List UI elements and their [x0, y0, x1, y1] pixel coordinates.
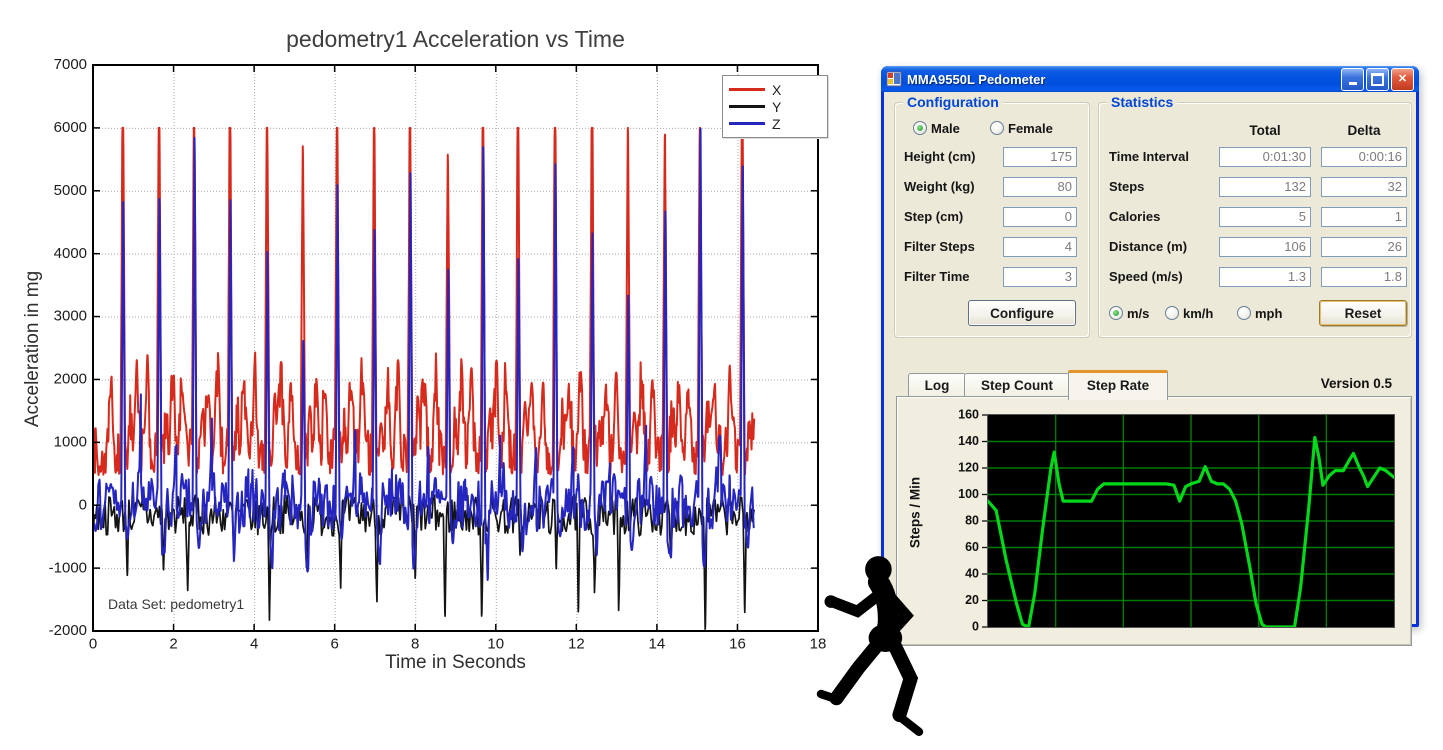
time-interval-label: Time Interval — [1109, 149, 1189, 164]
radio-kmh-circle — [1165, 306, 1179, 320]
weight-label: Weight (kg) — [904, 179, 975, 194]
app-icon — [886, 71, 902, 87]
maximize-icon[interactable] — [1366, 67, 1389, 91]
tab-step-rate[interactable]: Step Rate — [1068, 370, 1168, 400]
version-text: Version 0.5 — [1320, 376, 1392, 391]
distance-label: Distance (m) — [1109, 239, 1188, 254]
acceleration-figure: pedometry1 Acceleration vs Time Time in … — [0, 0, 845, 750]
legend-line-z — [729, 122, 765, 125]
radio-mph[interactable]: mph — [1237, 305, 1282, 321]
steps-label: Steps — [1109, 179, 1145, 194]
radio-ms[interactable]: m/s — [1109, 305, 1149, 321]
legend-entry-z: Z — [729, 115, 819, 132]
radio-male[interactable]: Male — [913, 120, 960, 136]
radio-male-circle — [913, 121, 927, 135]
statistics-group: Statistics Total Delta Time Interval 0:0… — [1098, 94, 1412, 338]
dataset-annotation: Data Set: pedometry1 — [108, 596, 245, 612]
filter-time-field[interactable]: 3 — [1003, 267, 1077, 287]
radio-ms-circle — [1109, 306, 1123, 320]
window-client-area: Configuration Male Female Height (cm) 17… — [884, 92, 1416, 646]
legend-line-x — [729, 88, 765, 91]
speed-total: 1.3 — [1219, 267, 1311, 287]
figure-title: pedometry1 Acceleration vs Time — [286, 26, 625, 52]
radio-female[interactable]: Female — [990, 120, 1053, 136]
filter-steps-label: Filter Steps — [904, 239, 975, 254]
calories-label: Calories — [1109, 209, 1161, 224]
radio-mph-circle — [1237, 306, 1251, 320]
distance-total: 106 — [1219, 237, 1311, 257]
height-field[interactable]: 175 — [1003, 147, 1077, 167]
calories-total: 5 — [1219, 207, 1311, 227]
window-title: MMA9550L Pedometer — [907, 71, 1046, 87]
radio-kmh[interactable]: km/h — [1165, 305, 1213, 321]
delta-column-header: Delta — [1347, 123, 1381, 138]
titlebar[interactable]: MMA9550L Pedometer ✕ — [881, 66, 1419, 92]
tab-strip: Log Step Count Step Rate Version 0.5 — [896, 370, 1410, 400]
step-rate-chart-canvas — [900, 400, 1406, 640]
minimize-icon[interactable] — [1341, 67, 1364, 91]
height-label: Height (cm) — [904, 149, 976, 164]
weight-field[interactable]: 80 — [1003, 177, 1077, 197]
reset-button[interactable]: Reset — [1319, 300, 1407, 326]
legend-line-y — [729, 105, 765, 108]
steps-delta: 32 — [1321, 177, 1407, 197]
distance-delta: 26 — [1321, 237, 1407, 257]
y-axis-label: Acceleration in mg — [22, 270, 43, 428]
x-axis-label: Time in Seconds — [385, 652, 526, 673]
step-field[interactable]: 0 — [1003, 207, 1077, 227]
steps-total: 132 — [1219, 177, 1311, 197]
filter-steps-field[interactable]: 4 — [1003, 237, 1077, 257]
configure-button[interactable]: Configure — [968, 300, 1076, 326]
tab-step-count[interactable]: Step Count — [964, 373, 1070, 398]
close-icon[interactable]: ✕ — [1391, 67, 1414, 91]
speed-label: Speed (m/s) — [1109, 269, 1183, 284]
time-interval-delta: 0:00:16 — [1321, 147, 1407, 167]
speed-delta: 1.8 — [1321, 267, 1407, 287]
acceleration-plot-canvas — [0, 0, 845, 750]
calories-delta: 1 — [1321, 207, 1407, 227]
total-column-header: Total — [1249, 123, 1281, 138]
step-label: Step (cm) — [904, 209, 964, 224]
plot-legend: X Y Z — [722, 75, 828, 138]
statistics-caption: Statistics — [1107, 94, 1178, 110]
configuration-caption: Configuration — [903, 94, 1003, 110]
step-rate-panel: Steps / Min — [896, 396, 1412, 646]
pedometer-window: MMA9550L Pedometer ✕ Configuration Male … — [881, 66, 1419, 646]
configuration-group: Configuration Male Female Height (cm) 17… — [894, 94, 1090, 338]
filter-time-label: Filter Time — [904, 269, 970, 284]
legend-entry-y: Y — [729, 98, 819, 115]
runner-silhouette — [816, 556, 924, 736]
radio-female-circle — [990, 121, 1004, 135]
tab-log[interactable]: Log — [908, 373, 966, 398]
legend-entry-x: X — [729, 81, 819, 98]
time-interval-total: 0:01:30 — [1219, 147, 1311, 167]
